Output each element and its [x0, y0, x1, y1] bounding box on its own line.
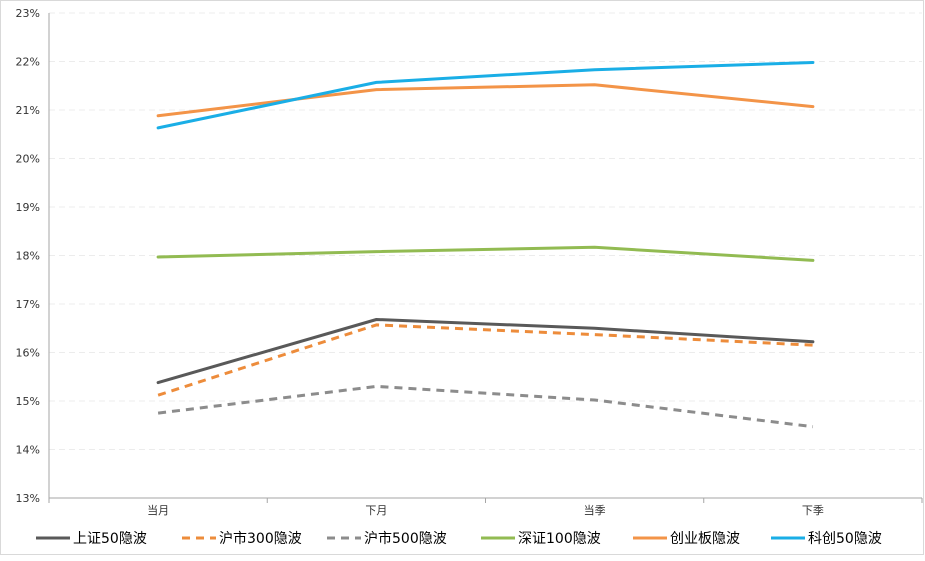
y-tick-label: 19% [16, 201, 40, 214]
y-tick-label: 14% [16, 444, 40, 457]
y-tick-label: 17% [16, 298, 40, 311]
x-tick-label: 下月 [365, 504, 387, 517]
legend-label-2: 沪市300隐波 [219, 530, 302, 547]
series-line-2 [157, 323, 813, 397]
x-tick-label: 下季 [802, 504, 824, 517]
series-line-4 [156, 245, 815, 262]
legend-label-6: 科创50隐波 [808, 531, 882, 547]
x-tick-label: 当月 [147, 503, 169, 517]
legend-label-5: 创业板隐波 [670, 531, 740, 547]
y-tick-label: 18% [16, 250, 40, 263]
legend-label-3: 沪市500隐波 [364, 530, 447, 547]
series-line-6 [156, 61, 815, 130]
y-tick-label: 20% [16, 153, 40, 166]
y-tick-label: 21% [16, 104, 40, 117]
y-tick-label: 13% [16, 492, 40, 505]
y-tick-label: 23% [16, 7, 40, 20]
series-line-5 [156, 83, 815, 118]
legend-label-4: 深证100隐波 [518, 531, 601, 547]
y-tick-label: 15% [16, 395, 40, 408]
y-tick-label: 22% [16, 56, 40, 69]
y-tick-label: 16% [16, 347, 40, 360]
series-line-3 [157, 384, 814, 429]
x-tick-label: 当季 [584, 503, 606, 517]
series-line-1 [156, 318, 815, 385]
legend-label-1: 上证50隐波 [73, 531, 147, 547]
